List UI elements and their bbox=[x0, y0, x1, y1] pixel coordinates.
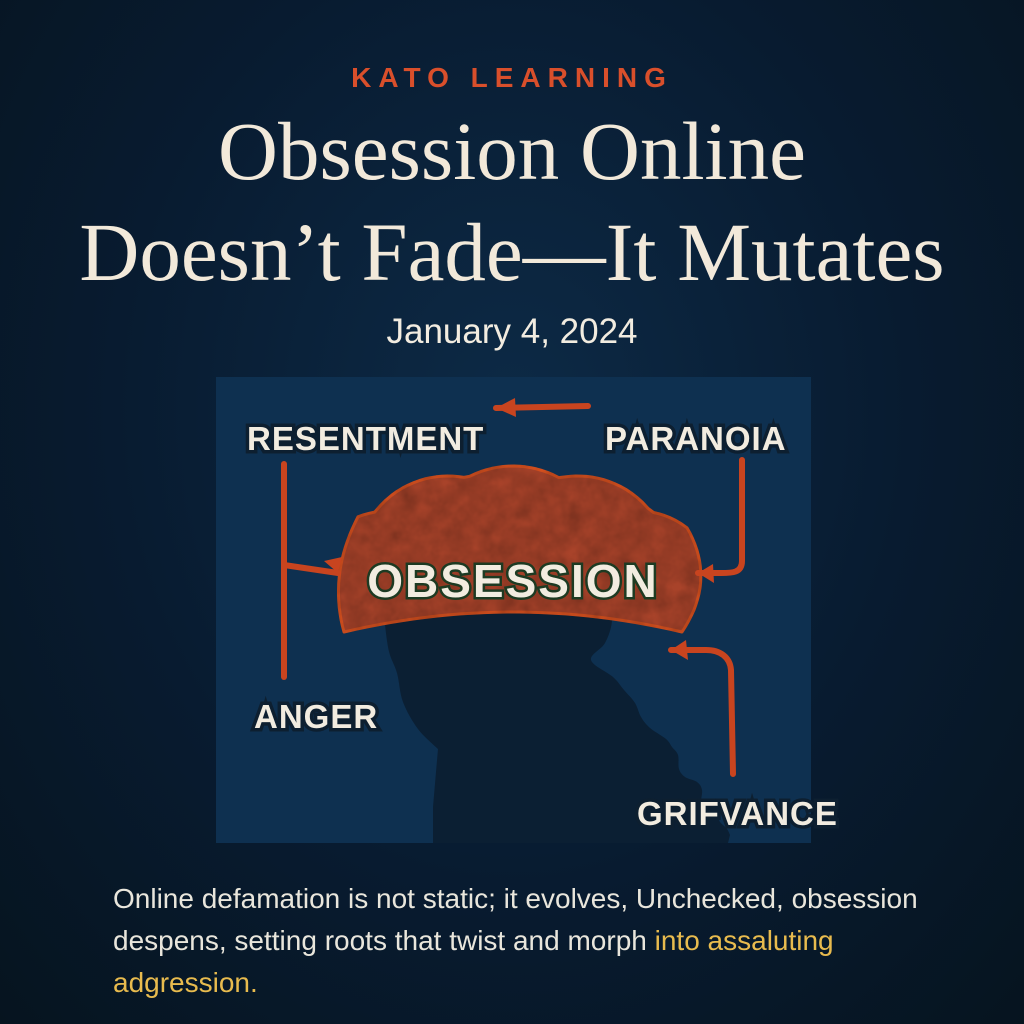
svg-text:PARANOIA: PARANOIA bbox=[605, 420, 787, 457]
svg-text:ANGER: ANGER bbox=[254, 698, 378, 735]
svg-text:OBSESSION: OBSESSION bbox=[367, 555, 659, 607]
svg-text:GRIFVANCE: GRIFVANCE bbox=[637, 795, 838, 832]
svg-text:RESENTMENT: RESENTMENT bbox=[247, 420, 484, 457]
